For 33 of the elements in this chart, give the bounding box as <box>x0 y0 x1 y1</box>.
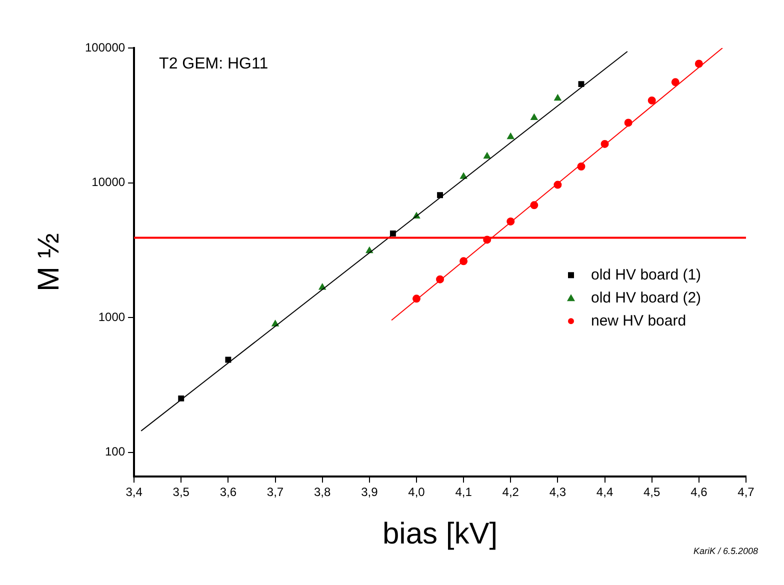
annotation: T2 GEM: HG11 <box>159 55 268 72</box>
point <box>530 114 538 120</box>
x-tick-label: 3,9 <box>361 485 378 500</box>
legend-label: old HV board (2) <box>591 289 702 306</box>
x-tick-label: 4,6 <box>690 485 708 500</box>
legend-label: old HV board (1) <box>591 266 702 284</box>
x-tick-label: 4,2 <box>502 485 520 500</box>
x-tick-label: 4,4 <box>596 485 614 500</box>
point <box>484 152 491 159</box>
x-tick-label: 3,8 <box>314 485 331 500</box>
y-axis-title: M ½ <box>32 233 66 292</box>
y-tick-label: 100 <box>105 444 126 459</box>
point <box>507 132 514 140</box>
x-tick-label: 4,0 <box>408 485 426 500</box>
point <box>671 78 680 86</box>
y-tick-label: 10000 <box>92 175 126 190</box>
point <box>460 172 468 179</box>
legend-label: new HV board <box>591 312 686 330</box>
y-tick-label: 1000 <box>98 310 126 324</box>
x-tick-label: 3,6 <box>220 485 237 500</box>
x-tick-label: 4,3 <box>549 485 566 500</box>
text: KariK / 6.5.2008 <box>693 546 758 556</box>
x-tick-label: 4,7 <box>738 485 755 500</box>
x-axis-title: bias [kV] <box>382 517 498 550</box>
x-tick-label: 3,5 <box>172 485 190 500</box>
point <box>554 94 562 101</box>
x-tick-label: 3,7 <box>266 485 284 500</box>
x-tick-label: 3,4 <box>126 485 143 500</box>
point <box>648 96 656 104</box>
y-tick-label: 100000 <box>84 40 126 54</box>
x-tick-label: 4,5 <box>644 485 661 500</box>
point <box>437 192 443 198</box>
x-tick-label: 4,1 <box>455 485 472 500</box>
